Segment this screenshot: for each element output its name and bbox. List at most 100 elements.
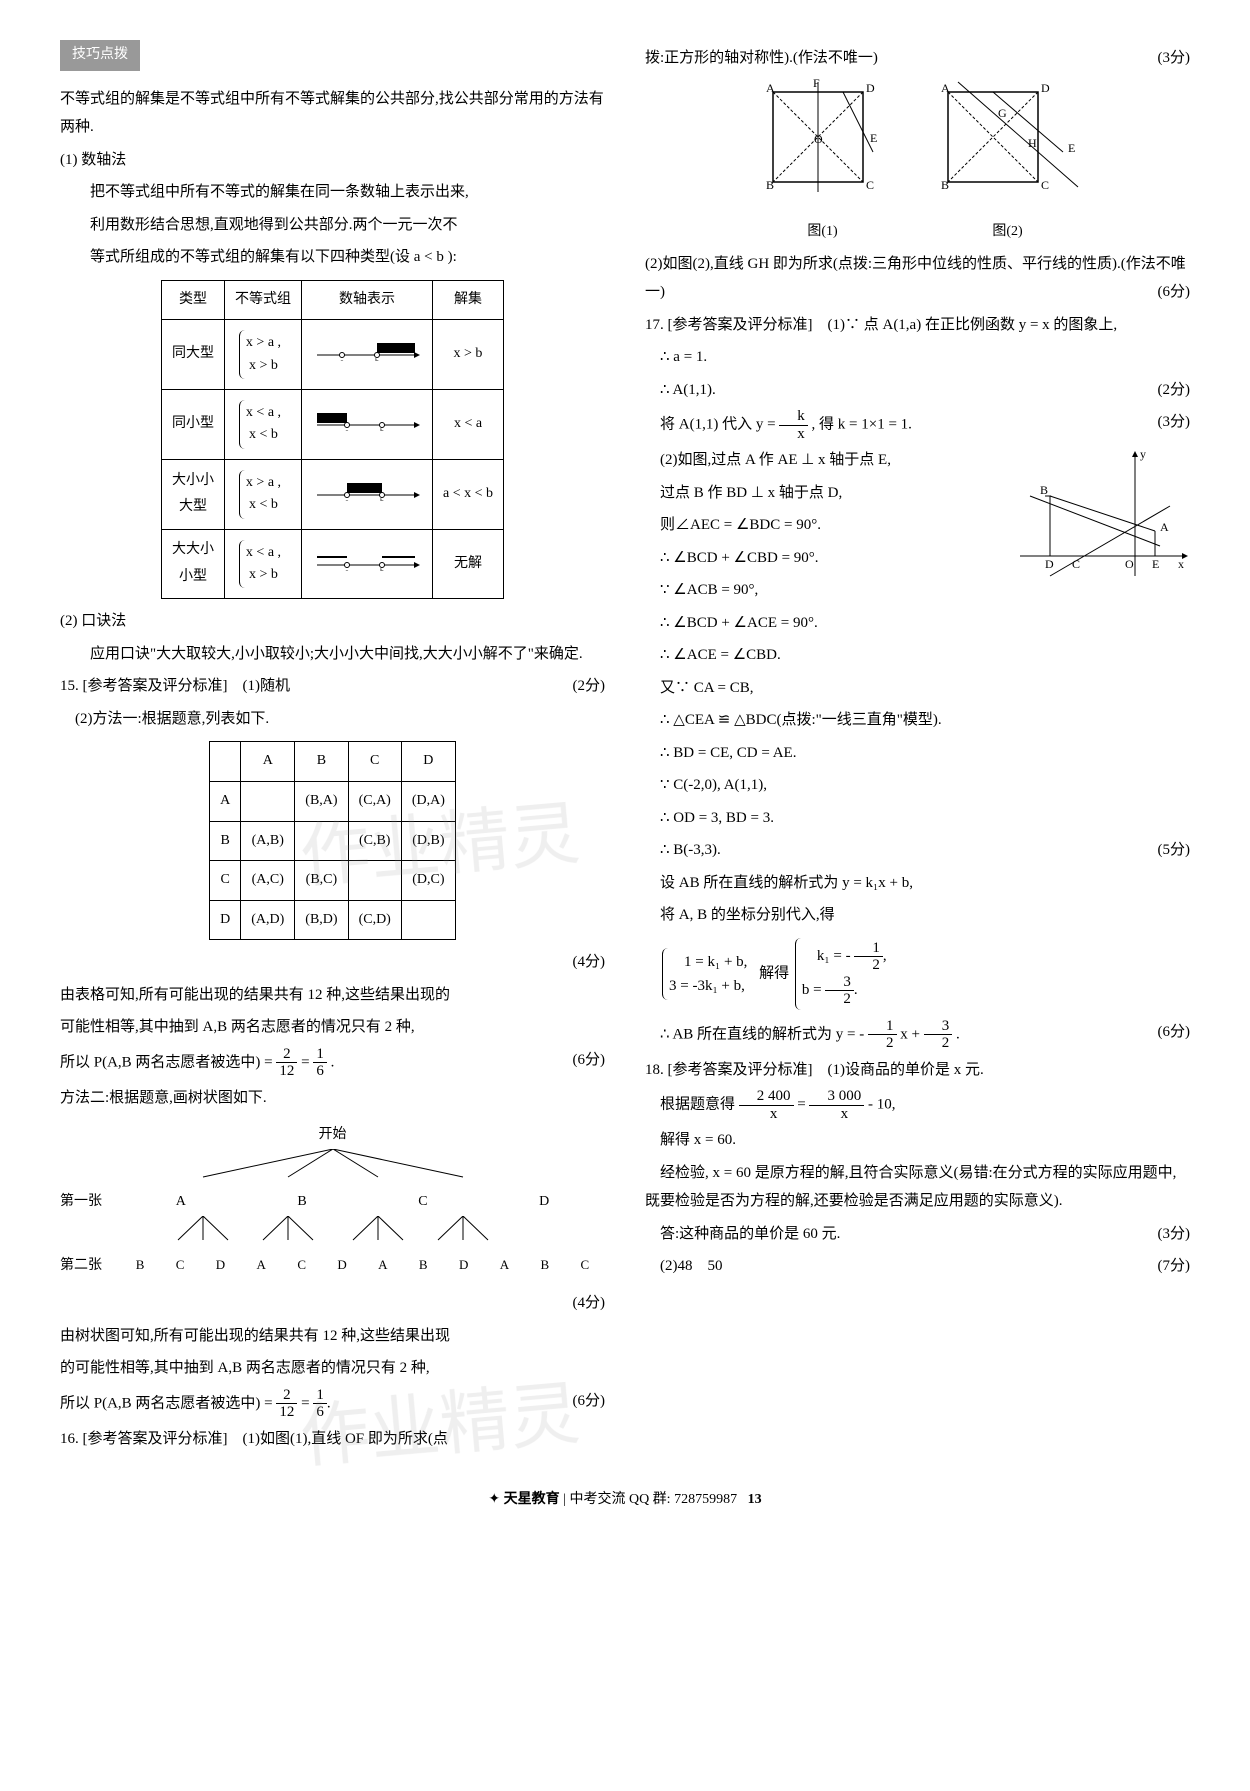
score: (3分) <box>1158 44 1191 73</box>
table-row: 大大小 小型 x < a ,x > b ab 无解 <box>161 529 503 599</box>
geometry-figure-1: AFD OE BC <box>748 77 898 207</box>
th: 数轴表示 <box>301 280 432 320</box>
svg-text:B: B <box>1040 483 1048 497</box>
th: 类型 <box>161 280 224 320</box>
cell: 大大小 小型 <box>161 529 224 599</box>
cell: 大小小 大型 <box>161 459 224 529</box>
page: 技巧点拨 不等式组的解集是不等式组中所有不等式解集的公共部分,找公共部分常用的方… <box>60 40 1190 1457</box>
svg-text:E: E <box>870 131 877 145</box>
score: (4分) <box>60 948 605 977</box>
geometry-figure-2: AD GHE BC <box>928 77 1088 207</box>
q17-line: 将 A, B 的坐标分别代入,得 <box>645 901 1190 930</box>
left-column: 技巧点拨 不等式组的解集是不等式组中所有不等式解集的公共部分,找公共部分常用的方… <box>60 40 605 1457</box>
svg-text:a: a <box>340 357 344 361</box>
score: (6分) <box>573 1387 606 1416</box>
q16-text: (2)如图(2),直线 GH 即为所求(点拨:三角形中位线的性质、平行线的性质)… <box>645 250 1190 307</box>
q18-line: 根据题意得 2 400x = 3 000x - 10, <box>645 1088 1190 1122</box>
score: (6分) <box>573 1046 606 1075</box>
footer-text: 中考交流 QQ 群: <box>569 1492 670 1507</box>
q17-line: ∴ ∠ACE = ∠CBD. <box>645 641 1190 670</box>
tip-tag: 技巧点拨 <box>60 40 140 71</box>
q16-header: 16. [参考答案及评分标准] (1)如图(1),直线 OF 即为所求(点 <box>60 1425 605 1454</box>
footer-brand: 天星教育 <box>504 1492 560 1507</box>
svg-text:b: b <box>380 427 385 431</box>
method1-title: (1) 数轴法 <box>60 146 605 175</box>
svg-text:y: y <box>1140 447 1146 461</box>
svg-text:b: b <box>375 357 380 361</box>
cell: 同大型 <box>161 320 224 390</box>
table-row: 同大型 x > a ,x > b ab x > b <box>161 320 503 390</box>
svg-text:G: G <box>998 106 1007 120</box>
th: 不等式组 <box>224 280 301 320</box>
q18-line: 解得 x = 60. <box>645 1126 1190 1155</box>
right-column: 拨:正方形的轴对称性).(作法不唯一) (3分) AFD OE BC 图(1) <box>645 40 1190 1457</box>
svg-text:D: D <box>1041 81 1050 95</box>
cell: x > b <box>432 320 503 390</box>
svg-text:a: a <box>345 427 349 431</box>
q15-text: (2)方法一:根据题意,列表如下. <box>60 705 605 734</box>
q18-line: 答:这种商品的单价是 60 元.(3分) <box>645 1220 1190 1249</box>
q17-line: ∴ B(-3,3).(5分) <box>645 836 1190 865</box>
svg-text:C: C <box>1072 557 1080 571</box>
q15-header: 15. [参考答案及评分标准] (1)随机 (2分) <box>60 672 605 701</box>
cell: 同小型 <box>161 389 224 459</box>
score: (3分) <box>1143 408 1191 437</box>
q17-line: ∵ C(-2,0), A(1,1), <box>645 771 1190 800</box>
score: (5分) <box>1143 836 1191 865</box>
q17-line: ∴ OD = 3, BD = 3. <box>645 804 1190 833</box>
svg-text:b: b <box>380 567 385 571</box>
svg-text:A: A <box>941 81 950 95</box>
score: (2分) <box>573 672 606 701</box>
q17-line: 将 A(1,1) 代入 y = kx , 得 k = 1×1 = 1. (3分) <box>645 408 1190 442</box>
svg-text:E: E <box>1068 141 1075 155</box>
page-number: 13 <box>748 1492 762 1507</box>
svg-text:C: C <box>866 178 874 192</box>
q16-text: 拨:正方形的轴对称性).(作法不唯一) (3分) <box>645 44 1190 73</box>
score: (6分) <box>1143 1018 1191 1047</box>
cell: 无解 <box>432 529 503 599</box>
footer-qq: 728759987 <box>674 1492 737 1507</box>
brace-system: x < a ,x < b <box>239 400 287 449</box>
page-footer: ✦ 天星教育 | 中考交流 QQ 群: 728759987 13 <box>60 1477 1190 1514</box>
q17-line: 又∵ CA = CB, <box>645 674 1190 703</box>
numberline-diagram: ab <box>312 477 422 501</box>
q17-line: ∴ BD = CE, CD = AE. <box>645 739 1190 768</box>
svg-text:O: O <box>814 132 823 146</box>
svg-text:b: b <box>380 497 385 501</box>
q15-formula: 所以 P(A,B 两名志愿者被选中) = 212 = 16 . (6分) <box>60 1046 605 1080</box>
brace-system: x < a ,x > b <box>239 540 287 589</box>
method1-body: 等式所组成的不等式组的解集有以下四种类型(设 a < b ): <box>60 243 605 272</box>
numberline-diagram: ab <box>312 547 422 571</box>
score: (4分) <box>60 1289 605 1318</box>
footer-star-icon: ✦ <box>488 1492 503 1507</box>
table-row: 大小小 大型 x > a ,x < b ab a < x < b <box>161 459 503 529</box>
brace-system: x > a ,x > b <box>239 330 287 379</box>
brace-system: x > a ,x < b <box>239 470 287 519</box>
q17-line: ∴ ∠BCD + ∠ACE = 90°. <box>645 609 1190 638</box>
cell: x < a <box>432 389 503 459</box>
q15-text: 由表格可知,所有可能出现的结果共有 12 种,这些结果出现的 <box>60 981 605 1010</box>
svg-text:a: a <box>345 497 349 501</box>
q17-final: ∴ AB 所在直线的解析式为 y = - 12 x + 32 . (6分) <box>645 1018 1190 1052</box>
table-row: 同小型 x < a ,x < b a b x < a <box>161 389 503 459</box>
svg-text:H: H <box>1028 136 1037 150</box>
svg-text:x: x <box>1178 557 1184 571</box>
th: 解集 <box>432 280 503 320</box>
q15-text: 方法二:根据题意,画树状图如下. <box>60 1084 605 1113</box>
score: (2分) <box>1143 376 1191 405</box>
method2-body: 应用口诀"大大取较大,小小取较小;大小小大中间找,大大小小解不了"来确定. <box>60 640 605 669</box>
method2-title: (2) 口诀法 <box>60 607 605 636</box>
q17-line: ∴ a = 1. <box>645 343 1190 372</box>
svg-text:D: D <box>1045 557 1054 571</box>
cell: a < x < b <box>432 459 503 529</box>
q18-line: (2)48 50(7分) <box>645 1252 1190 1281</box>
inequality-table: 类型 不等式组 数轴表示 解集 同大型 x > a ,x > b ab x > … <box>161 280 504 600</box>
q18-line: 经检验, x = 60 是原方程的解,且符合实际意义(易错:在分式方程的实际应用… <box>645 1159 1190 1216</box>
score: (7分) <box>1143 1252 1191 1281</box>
score: (3分) <box>1143 1220 1191 1249</box>
q15-text: 可能性相等,其中抽到 A,B 两名志愿者的情况只有 2 种, <box>60 1013 605 1042</box>
q18-header: 18. [参考答案及评分标准] (1)设商品的单价是 x 元. <box>645 1056 1190 1085</box>
method1-body: 把不等式组中所有不等式的解集在同一条数轴上表示出来, <box>60 178 605 207</box>
numberline-diagram: ab <box>312 337 422 361</box>
tree-diagram: 开始 第一张 ABCD 第二张 BCD ACD ABD ABC <box>60 1122 605 1279</box>
